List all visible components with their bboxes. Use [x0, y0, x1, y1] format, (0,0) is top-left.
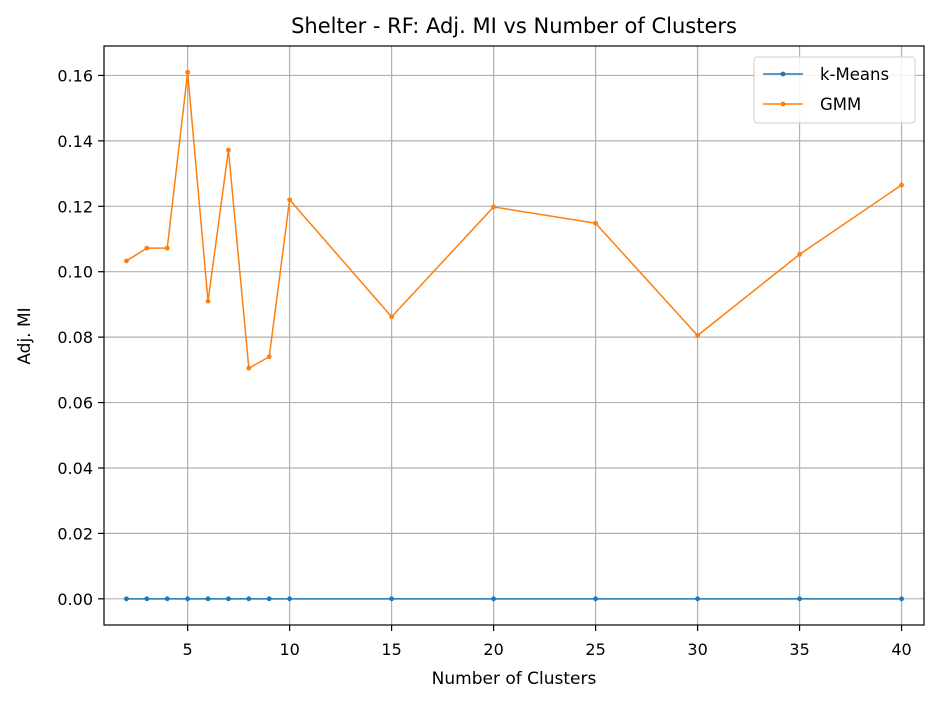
plot-frame	[103, 45, 925, 626]
y-tick-label: 0.12	[57, 197, 93, 216]
x-tick-label: 20	[483, 640, 503, 659]
data-point-gmm	[695, 333, 700, 338]
data-point-gmm	[899, 182, 904, 188]
data-point-gmm	[144, 245, 150, 251]
x-axis-label: Number of Clusters	[432, 669, 597, 689]
legend-label-gmm: GMM	[820, 95, 861, 114]
chart-title: Shelter - RF: Adj. MI vs Number of Clust…	[291, 14, 737, 38]
data-point-k-means	[164, 596, 170, 602]
legend-marker-gmm	[780, 101, 786, 107]
data-point-gmm	[124, 258, 129, 264]
y-tick-label: 0.14	[57, 132, 93, 151]
data-point-k-means	[144, 596, 150, 602]
data-point-k-means	[124, 596, 129, 602]
data-point-gmm	[164, 245, 170, 251]
y-tick-label: 0.04	[57, 459, 93, 478]
data-point-k-means	[226, 596, 231, 602]
x-tick-label: 25	[585, 640, 605, 659]
data-point-k-means	[287, 596, 293, 602]
data-point-gmm	[205, 298, 211, 304]
data-point-gmm	[226, 147, 231, 153]
legend-marker-kmeans	[780, 71, 786, 77]
x-tick-label: 40	[891, 640, 911, 659]
series-layer	[124, 69, 904, 602]
data-point-k-means	[899, 596, 904, 602]
data-point-gmm	[593, 220, 598, 226]
y-tick-label: 0.02	[57, 524, 93, 543]
x-tick-label: 15	[381, 640, 401, 659]
data-point-k-means	[593, 596, 598, 602]
data-point-k-means	[491, 596, 497, 602]
data-point-gmm	[287, 197, 293, 203]
x-tick-label: 35	[789, 640, 809, 659]
y-tick-label: 0.06	[57, 394, 93, 413]
legend: k-Means GMM	[753, 56, 916, 124]
data-point-k-means	[185, 596, 191, 602]
y-tick-label: 0.08	[57, 328, 93, 347]
data-point-gmm	[491, 204, 497, 210]
y-tick-label: 0.00	[57, 590, 93, 609]
data-point-k-means	[695, 596, 700, 602]
data-point-k-means	[205, 596, 211, 602]
data-point-gmm	[185, 69, 191, 75]
data-point-gmm	[266, 354, 272, 360]
x-tick-label: 30	[687, 640, 707, 659]
axis-ticks: 5 10 15 20 25 30 35 40 0.00 0.02 0.04 0.06 0.08 0.10 0…	[57, 66, 911, 659]
data-point-k-means	[266, 596, 272, 602]
y-axis-label: Adj. MI	[15, 307, 35, 364]
data-point-gmm	[797, 251, 802, 257]
y-tick-label: 0.10	[57, 263, 93, 282]
data-point-k-means	[389, 596, 395, 602]
x-tick-label: 10	[279, 640, 299, 659]
x-tick-label: 5	[183, 640, 193, 659]
data-point-k-means	[246, 596, 252, 602]
y-tick-label: 0.16	[57, 66, 93, 85]
data-point-gmm	[246, 365, 252, 371]
data-point-gmm	[389, 314, 395, 320]
legend-label-kmeans: k-Means	[820, 65, 889, 84]
data-point-k-means	[797, 596, 802, 602]
